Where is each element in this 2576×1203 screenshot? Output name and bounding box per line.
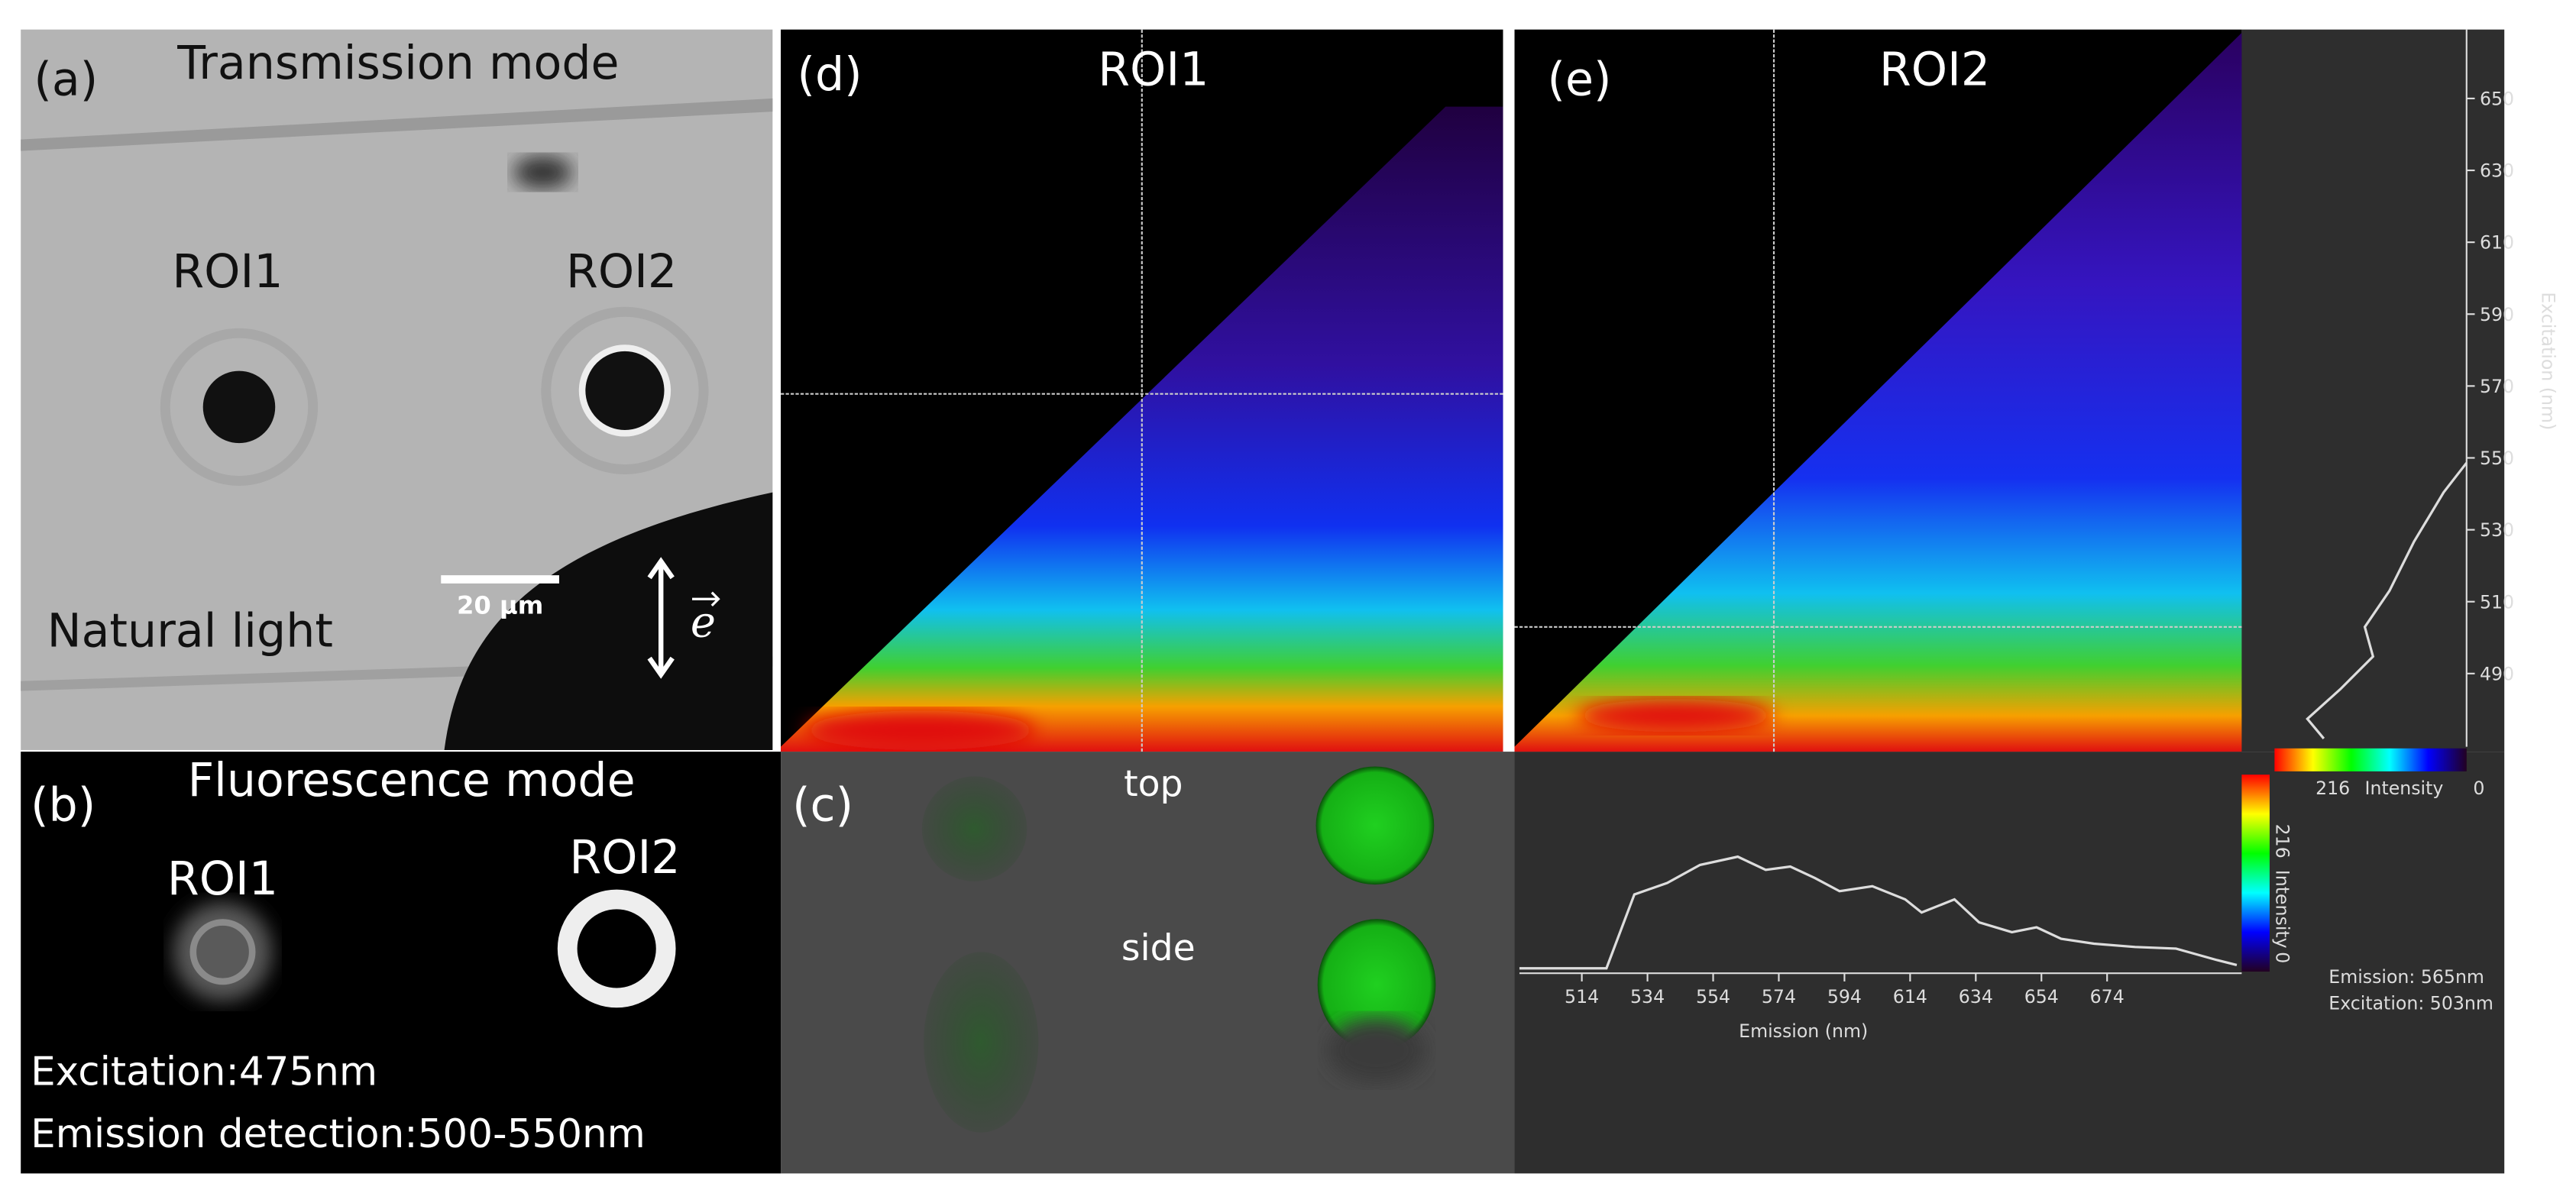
colorbar-min: 0 <box>2272 952 2293 963</box>
panel-c: (c) top side <box>781 752 1515 1174</box>
panel-title: Transmission mode <box>176 37 619 90</box>
panel-b: (b) Fluorescence mode ROI1 ROI2 Excitati… <box>21 752 782 1174</box>
panel-title: Fluorescence mode <box>188 754 636 807</box>
x-tick-label: 654 <box>2024 986 2059 1007</box>
roi-label: ROI2 <box>566 245 677 299</box>
y-tick-label: 490 <box>2480 663 2514 684</box>
colorbar-label: Intensity <box>2365 778 2444 799</box>
roi-label: ROI2 <box>569 831 680 884</box>
x-tick-label: 574 <box>1762 986 1796 1007</box>
panel-title: ROI2 <box>1879 44 1990 97</box>
view-label: top <box>1124 763 1183 805</box>
y-tick-label: 530 <box>2480 519 2514 541</box>
roi-label: ROI1 <box>167 852 278 906</box>
y-tick-label: 510 <box>2480 591 2514 613</box>
y-tick-label: 650 <box>2480 89 2514 110</box>
emission-text: Emission detection:500-550nm <box>31 1111 646 1157</box>
y-tick-label: 570 <box>2480 376 2514 397</box>
view-label: side <box>1121 927 1196 969</box>
y-tick-label: 590 <box>2480 304 2514 325</box>
x-tick-label: 614 <box>1893 986 1927 1007</box>
x-tick-label: 594 <box>1827 986 1862 1007</box>
caption: Natural light <box>47 605 333 658</box>
panel-title: ROI1 <box>1098 44 1209 97</box>
colorbar-label: Intensity <box>2272 870 2293 949</box>
colorbar <box>2274 748 2467 771</box>
panel-d: (d) ROI1 <box>781 29 1503 752</box>
colorbar-max: 216 <box>2272 824 2293 859</box>
roi-label: ROI1 <box>172 245 283 299</box>
x-tick-label: 634 <box>1959 986 1993 1007</box>
readout: Emission: 565nm <box>2328 966 2484 988</box>
panel-label: (d) <box>798 48 862 102</box>
colorbar-max: 216 <box>2315 778 2350 799</box>
x-tick-label: 554 <box>1696 986 1730 1007</box>
y-tick-label: 550 <box>2480 448 2514 469</box>
y-tick-label: 610 <box>2480 232 2514 254</box>
scale-bar-label: 20 μm <box>457 591 543 620</box>
y-tick-label: 630 <box>2480 160 2514 182</box>
excitation-text: Excitation:475nm <box>31 1049 377 1095</box>
axis-label: Emission (nm) <box>1739 1020 1868 1042</box>
x-tick-label: 674 <box>2090 986 2125 1007</box>
panel-label: (a) <box>34 53 98 107</box>
panel-label: (b) <box>31 778 95 832</box>
x-tick-label: 514 <box>1565 986 1599 1007</box>
panel-label: (e) <box>1547 53 1611 107</box>
x-tick-label: 534 <box>1630 986 1665 1007</box>
colorbar-min: 0 <box>2473 778 2484 799</box>
panel-a: (a) Transmission mode ROI1 ROI2 Natural … <box>21 29 773 750</box>
axis-label: Excitation (nm) <box>2538 292 2559 430</box>
panel-e: (e) ROI2 Excitation (nm) 216 Intensity 0… <box>1514 29 2559 1174</box>
colorbar <box>2241 775 2270 972</box>
panel-label: (c) <box>792 778 853 832</box>
polarization-label: e <box>691 598 716 648</box>
readout: Excitation: 503nm <box>2328 992 2493 1014</box>
